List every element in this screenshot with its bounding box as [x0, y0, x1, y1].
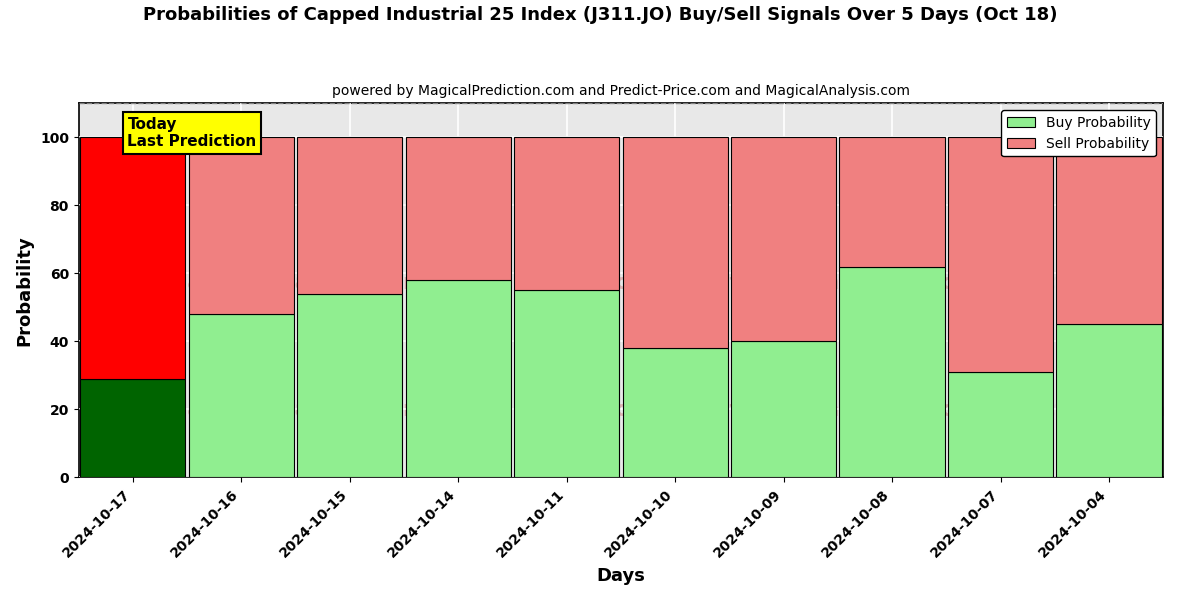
Bar: [514, 290, 619, 478]
Bar: [623, 348, 727, 478]
Bar: [188, 314, 294, 478]
Bar: [1056, 325, 1162, 478]
Bar: [406, 137, 511, 280]
Bar: [731, 341, 836, 478]
Title: powered by MagicalPrediction.com and Predict-Price.com and MagicalAnalysis.com: powered by MagicalPrediction.com and Pre…: [332, 84, 910, 98]
Bar: [514, 137, 619, 290]
Text: MagicalPrediction.com: MagicalPrediction.com: [554, 273, 840, 293]
Bar: [188, 137, 294, 314]
Bar: [948, 137, 1054, 372]
Bar: [80, 137, 186, 379]
Bar: [840, 137, 944, 266]
Text: Probabilities of Capped Industrial 25 Index (J311.JO) Buy/Sell Signals Over 5 Da: Probabilities of Capped Industrial 25 In…: [143, 6, 1057, 24]
Text: MagicalPrediction.com: MagicalPrediction.com: [880, 400, 1165, 420]
Bar: [840, 266, 944, 478]
Bar: [80, 379, 186, 478]
Text: Today
Last Prediction: Today Last Prediction: [127, 117, 257, 149]
Bar: [731, 137, 836, 341]
Bar: [1056, 137, 1162, 325]
X-axis label: Days: Days: [596, 567, 646, 585]
Bar: [948, 372, 1054, 478]
Text: MagicalAnalysis.com: MagicalAnalysis.com: [166, 273, 426, 293]
Bar: [406, 280, 511, 478]
Bar: [623, 137, 727, 348]
Text: MagicalAnalysis.com: MagicalAnalysis.com: [166, 400, 426, 420]
Text: MagicalPrediction.com: MagicalPrediction.com: [880, 273, 1165, 293]
Legend: Buy Probability, Sell Probability: Buy Probability, Sell Probability: [1001, 110, 1157, 157]
Text: MagicalPrediction.com: MagicalPrediction.com: [554, 400, 840, 420]
Bar: [298, 137, 402, 294]
Bar: [298, 294, 402, 478]
Y-axis label: Probability: Probability: [14, 235, 32, 346]
